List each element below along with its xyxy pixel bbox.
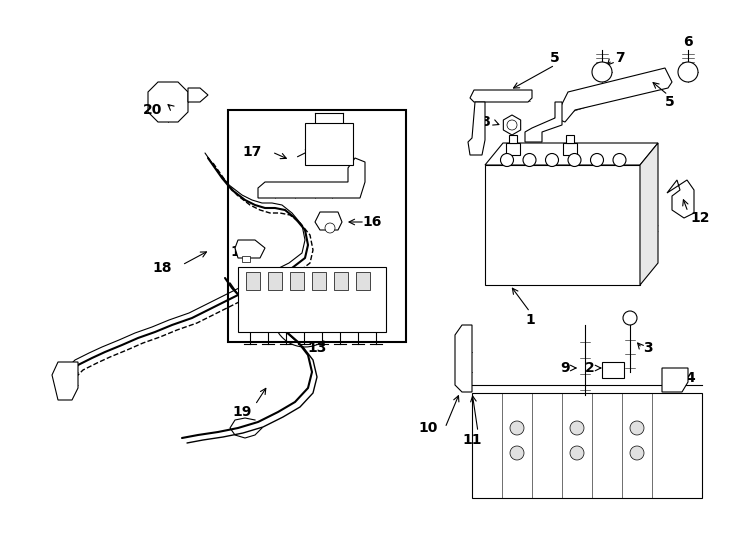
- Bar: [238, 267, 386, 332]
- Polygon shape: [640, 143, 658, 285]
- Text: 5: 5: [665, 95, 675, 109]
- Polygon shape: [188, 88, 208, 102]
- Polygon shape: [468, 102, 485, 155]
- Polygon shape: [662, 368, 688, 392]
- Circle shape: [570, 446, 584, 460]
- Bar: [246, 272, 260, 290]
- Bar: [334, 272, 348, 290]
- Text: 6: 6: [683, 35, 693, 49]
- Circle shape: [630, 421, 644, 435]
- Text: 16: 16: [363, 215, 382, 229]
- Bar: [356, 272, 370, 290]
- Polygon shape: [52, 362, 78, 400]
- Bar: [305, 123, 353, 165]
- Bar: [506, 143, 520, 155]
- Polygon shape: [525, 102, 562, 142]
- Text: 12: 12: [690, 211, 710, 225]
- Circle shape: [510, 421, 524, 435]
- Text: 4: 4: [685, 371, 695, 385]
- Polygon shape: [472, 393, 702, 498]
- Text: 1: 1: [525, 313, 535, 327]
- Text: 11: 11: [462, 433, 482, 447]
- Text: 17: 17: [242, 145, 262, 159]
- Circle shape: [623, 311, 637, 325]
- Circle shape: [325, 223, 335, 233]
- Text: 19: 19: [233, 405, 252, 419]
- Bar: [509, 135, 517, 143]
- Polygon shape: [455, 325, 472, 392]
- Bar: [242, 256, 250, 262]
- Text: 7: 7: [615, 51, 625, 65]
- Circle shape: [590, 153, 603, 166]
- Polygon shape: [504, 115, 520, 135]
- Bar: [485, 165, 640, 285]
- Bar: [290, 272, 304, 290]
- Bar: [228, 110, 406, 342]
- Bar: [268, 272, 282, 290]
- Polygon shape: [258, 158, 365, 198]
- Bar: [563, 143, 577, 155]
- Bar: [566, 135, 574, 143]
- Circle shape: [570, 421, 584, 435]
- Text: 5: 5: [550, 51, 560, 65]
- Circle shape: [568, 153, 581, 166]
- Text: 8: 8: [480, 115, 490, 129]
- Polygon shape: [470, 90, 532, 102]
- Text: 14: 14: [363, 285, 382, 299]
- Bar: [312, 272, 326, 290]
- Circle shape: [592, 62, 612, 82]
- Text: 3: 3: [643, 341, 653, 355]
- Text: 13: 13: [308, 341, 327, 355]
- Circle shape: [630, 446, 644, 460]
- Text: 20: 20: [142, 103, 162, 117]
- Circle shape: [510, 446, 524, 460]
- Circle shape: [507, 120, 517, 130]
- Text: 9: 9: [560, 361, 570, 375]
- Circle shape: [613, 153, 626, 166]
- Circle shape: [523, 153, 536, 166]
- Circle shape: [678, 62, 698, 82]
- Circle shape: [501, 153, 514, 166]
- Circle shape: [545, 153, 559, 166]
- Bar: [602, 362, 624, 378]
- Text: 15: 15: [230, 245, 250, 259]
- Polygon shape: [148, 82, 188, 122]
- Polygon shape: [235, 240, 265, 258]
- Text: 2: 2: [585, 361, 595, 375]
- Polygon shape: [315, 212, 342, 230]
- Polygon shape: [667, 180, 694, 218]
- Polygon shape: [555, 68, 672, 122]
- Text: 10: 10: [418, 421, 437, 435]
- Text: 18: 18: [152, 261, 172, 275]
- Polygon shape: [485, 143, 658, 165]
